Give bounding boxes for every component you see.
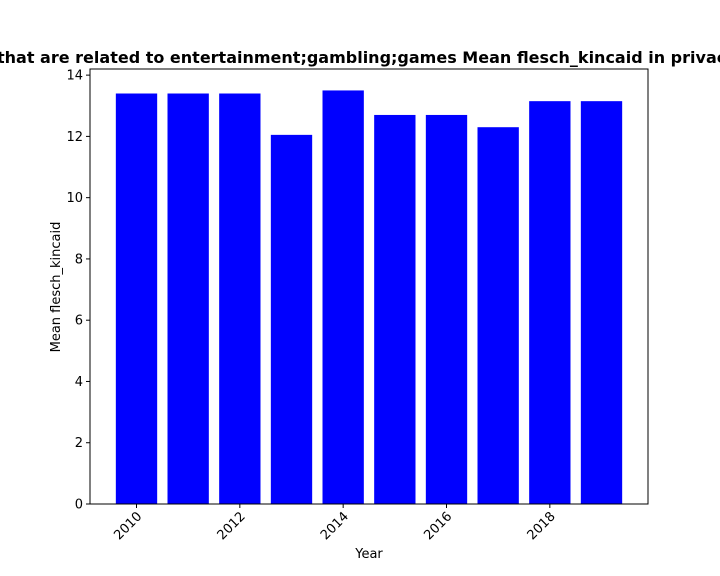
x-tick-label: 2018: [525, 509, 559, 543]
bar-2018: [529, 101, 571, 504]
bar-2017: [477, 127, 519, 504]
y-tick-label: 12: [66, 130, 83, 145]
y-tick-label: 8: [75, 252, 83, 267]
bar-2019: [580, 101, 623, 504]
y-tick-label: 6: [75, 314, 83, 329]
y-axis-label: Mean flesch_kincaid: [49, 222, 64, 353]
y-tick-label: 0: [75, 498, 83, 513]
bar-2010: [115, 93, 158, 504]
x-tick-label: 2010: [111, 509, 145, 543]
x-axis: 2010 2012 2014 2016 2018: [111, 504, 559, 543]
y-tick-label: 10: [66, 191, 83, 206]
x-axis-label: Year: [354, 547, 383, 562]
bar-2014: [322, 90, 364, 504]
chart-title: Websites that are related to entertainme…: [0, 48, 720, 67]
bars-group: [115, 90, 623, 504]
bar-2015: [374, 114, 416, 504]
y-tick-label: 14: [66, 69, 83, 84]
y-tick-label: 2: [75, 436, 83, 451]
bar-2012: [219, 93, 261, 504]
y-axis: 0 2 4 6 8 10 12 14: [66, 69, 90, 513]
x-tick-label: 2014: [318, 509, 352, 543]
x-tick-label: 2012: [215, 509, 249, 543]
bar-2013: [270, 134, 313, 504]
bar-2016: [425, 114, 468, 504]
y-tick-label: 4: [75, 375, 83, 390]
x-tick-label: 2016: [421, 509, 455, 543]
plot-frame: [89, 68, 649, 505]
bar-2011: [167, 93, 209, 504]
